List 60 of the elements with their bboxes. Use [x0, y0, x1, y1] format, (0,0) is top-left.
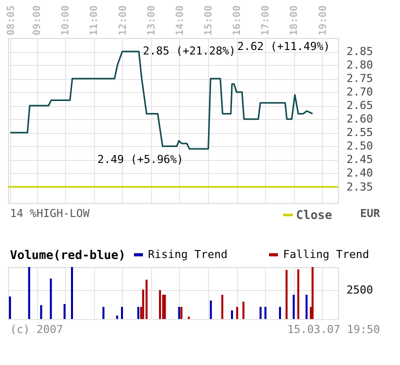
y-tick-label: 2500	[346, 284, 373, 297]
y-tick-label: 2.65	[346, 99, 373, 112]
bar	[221, 294, 224, 319]
text: 14 %HIGH-LOW	[10, 207, 90, 220]
annotation: 2.62 (+11.49%)	[237, 40, 330, 53]
bar	[210, 300, 212, 319]
x-tick-label: 18:00	[289, 5, 300, 36]
annotation: 2.85 (+21.28%)	[142, 44, 236, 58]
bar	[50, 278, 52, 319]
x-tick-label: 09:00	[32, 5, 44, 36]
bar	[146, 280, 148, 319]
bar	[292, 294, 295, 319]
bar	[231, 310, 233, 319]
y-tick-label: 2.35	[346, 180, 373, 194]
y-tick-label: 2.60	[346, 112, 373, 126]
bar	[242, 302, 244, 319]
x-tick-label: 11:00	[89, 5, 100, 36]
bar	[28, 267, 30, 319]
bar	[286, 270, 288, 319]
annotation: 2.49 (+5.96%)	[97, 152, 184, 166]
bar	[264, 306, 266, 319]
bar	[102, 306, 104, 319]
text: 15.03.07 19:50	[287, 323, 380, 336]
y-tick-label: 2.70	[346, 86, 373, 99]
bar	[260, 306, 262, 319]
y-tick-label: 2.50	[346, 140, 373, 153]
bar	[306, 294, 308, 319]
bar	[9, 296, 11, 319]
y-tick-label: 2.75	[346, 72, 373, 86]
bar	[116, 316, 118, 319]
y-tick-label: 2.85	[346, 45, 373, 58]
x-tick-label: 08:05	[6, 5, 17, 36]
bar	[297, 269, 300, 319]
y-tick-label: 2.55	[346, 126, 373, 140]
legend-label: Close	[296, 208, 332, 222]
y-tick-label: 2.40	[346, 166, 373, 180]
legend-label: Rising Trend	[148, 248, 228, 261]
x-tick-label: 14:00	[174, 5, 186, 36]
bar	[279, 306, 281, 319]
legend-label: Falling Trend	[283, 248, 370, 261]
text: EUR	[360, 207, 380, 220]
x-tick-label: 12:00	[118, 5, 129, 36]
x-tick-label: 13:00	[146, 5, 158, 36]
text: (c) 2007	[10, 323, 63, 336]
x-tick-label: 17:00	[260, 5, 272, 36]
x-tick-label: 15:00	[204, 5, 214, 36]
bar	[159, 290, 161, 319]
bar	[164, 294, 166, 319]
x-tick-label: 10:00	[60, 5, 72, 36]
bar	[71, 267, 73, 319]
bar	[236, 306, 238, 319]
y-tick-label: 2.45	[346, 153, 373, 166]
y-tick-label: 2.80	[346, 58, 373, 72]
bar	[121, 306, 123, 319]
x-tick-label: 16:00	[232, 5, 244, 36]
bar	[137, 306, 140, 319]
chart-title: Volume(red-blue)	[10, 248, 126, 262]
x-tick-label: 19:00	[318, 5, 329, 36]
bar	[40, 305, 42, 319]
bar	[312, 267, 314, 319]
